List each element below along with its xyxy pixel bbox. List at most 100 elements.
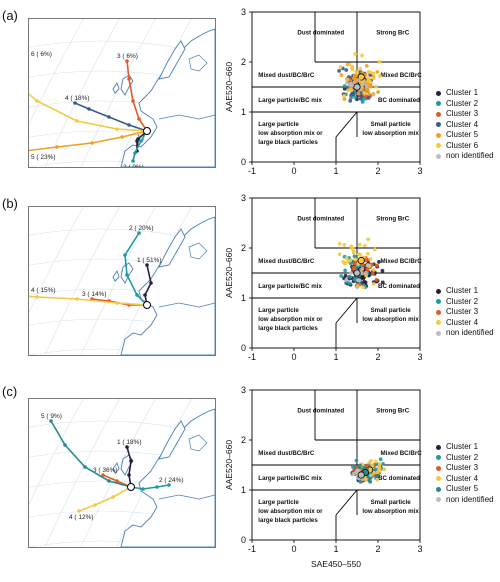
trajectory-5	[50, 420, 132, 488]
legend-a: Cluster 1 Cluster 2 Cluster 3 Cluster 4 Clus…	[436, 88, 494, 162]
region-label: low absorption mix	[362, 316, 419, 323]
trajectory-2	[132, 130, 148, 162]
region-label: low absorption mix or	[258, 130, 323, 137]
trajectory-point	[125, 59, 129, 63]
trajectory-point	[75, 297, 79, 301]
coastline-scandinavia	[158, 228, 186, 268]
trajectory-label: 1 ( 18%)	[117, 439, 142, 446]
trajectory-4	[74, 102, 148, 132]
trajectory-label: 6 ( 6%)	[31, 51, 52, 58]
legend-swatch	[436, 486, 441, 492]
y-tick-label: 3	[241, 193, 246, 203]
trajectory-point	[127, 77, 131, 81]
panel-b-label: (b)	[2, 196, 18, 211]
region-label: large black particles	[258, 325, 318, 332]
legend-label: Cluster 2	[446, 452, 479, 462]
coastline-scandinavia	[158, 40, 186, 80]
trajectory-point	[136, 137, 140, 141]
x-tick-label: 0	[291, 166, 296, 176]
region-label: Small particle	[370, 499, 411, 506]
trajectory-point	[133, 151, 137, 155]
trajectory-point	[145, 263, 149, 267]
data-point	[344, 256, 349, 261]
scatter-c-canvas: Dust dominated Strong BrC Mixed dust/BC/Br…	[224, 385, 423, 569]
region-label: Large particle	[258, 121, 299, 128]
border-line	[158, 114, 215, 120]
y-tick-label: 1	[241, 293, 246, 303]
trajectory-point	[75, 119, 79, 123]
data-point	[348, 275, 352, 279]
data-point	[361, 285, 366, 290]
data-point	[348, 98, 353, 103]
x-tick-label: -1	[248, 166, 256, 176]
legend-label: Cluster 1	[446, 442, 479, 451]
trajectory-point	[120, 135, 124, 139]
legend-swatch	[436, 455, 441, 461]
scatter-plot-c: Dust dominated Strong BrC Mixed dust/BC/Br…	[222, 382, 432, 580]
data-point	[349, 88, 354, 93]
data-point	[343, 273, 348, 278]
data-point	[363, 73, 368, 78]
data-point	[364, 84, 369, 88]
data-point	[377, 59, 382, 64]
trajectory-point	[125, 445, 129, 449]
panel-a-label: (a)	[2, 8, 18, 23]
data-point	[365, 267, 370, 271]
legend-swatch	[436, 111, 441, 117]
data-point	[355, 468, 360, 473]
graticule-line	[80, 399, 156, 547]
data-point	[348, 261, 353, 266]
trajectory-point	[131, 159, 135, 163]
y-tick-label: 2	[241, 57, 246, 67]
graticule-line	[44, 19, 120, 167]
data-point	[341, 259, 346, 264]
legend-item: Cluster 4	[436, 318, 494, 329]
trajectory-point	[49, 419, 53, 423]
data-point	[362, 243, 367, 248]
cluster-mean-marker	[353, 83, 361, 91]
x-tick-label: -1	[248, 544, 256, 554]
region-label: Mixed BC/BrC	[380, 450, 422, 457]
data-point	[375, 69, 380, 74]
legend-label: Cluster 1	[446, 88, 479, 97]
legend-swatch	[436, 476, 441, 482]
data-point	[342, 243, 347, 247]
trajectory-label: 2 ( 9%)	[123, 164, 144, 167]
trajectory-point	[137, 231, 141, 235]
trajectory-point	[55, 145, 59, 149]
coastline-ireland	[112, 81, 120, 94]
data-point	[373, 459, 378, 464]
trajectory-point	[127, 473, 131, 477]
data-point	[369, 458, 373, 463]
legend-item: non identified	[436, 495, 494, 506]
trajectory-label: 5 ( 23%)	[31, 154, 56, 161]
legend-item: Cluster 3	[436, 109, 494, 120]
graticule-line	[80, 19, 156, 167]
data-point	[349, 244, 354, 249]
x-tick-label: 3	[417, 352, 422, 362]
trajectory-point	[35, 295, 39, 299]
trajectory-map-c: 1 ( 18%) 2 ( 24%) 3 ( 36%) 4 ( 12%) 5 ( 9%)	[28, 398, 216, 548]
data-point	[356, 91, 361, 96]
legend-swatch	[436, 444, 441, 450]
data-point	[361, 263, 365, 267]
x-tick-label: 1	[333, 166, 338, 176]
map-a-canvas: 1 (2 ( 9%) 3 ( 6%) 4 ( 18%) 5 ( 23%) 6 ( 6%)	[29, 19, 215, 167]
data-point	[358, 66, 363, 71]
y-axis-label: AAE520–660	[224, 248, 234, 298]
legend-label: Cluster 2	[446, 98, 479, 108]
border-line	[188, 242, 208, 260]
legend-item: Cluster 1	[436, 88, 494, 99]
trajectory-point	[35, 99, 39, 103]
region-label: Dust dominated	[297, 216, 344, 223]
legend-swatch	[436, 288, 441, 294]
data-point	[355, 70, 359, 75]
legend-item: Cluster 3	[436, 307, 494, 318]
y-tick-label: 2	[241, 435, 246, 445]
data-point	[375, 477, 380, 482]
trajectory-3	[126, 60, 148, 132]
region-label: Mixed dust/BC/BrC	[258, 72, 315, 79]
data-point	[371, 76, 376, 81]
x-tick-label: 1	[333, 544, 338, 554]
legend-swatch	[436, 143, 441, 149]
